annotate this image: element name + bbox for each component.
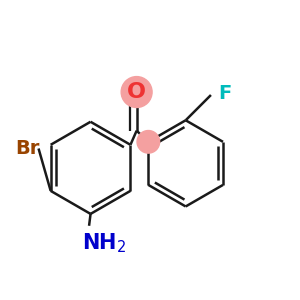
Text: F: F: [218, 84, 231, 103]
Circle shape: [137, 130, 160, 153]
Text: NH$_2$: NH$_2$: [82, 232, 126, 255]
Text: Br: Br: [16, 139, 40, 158]
Text: O: O: [127, 82, 146, 102]
Circle shape: [121, 76, 152, 107]
